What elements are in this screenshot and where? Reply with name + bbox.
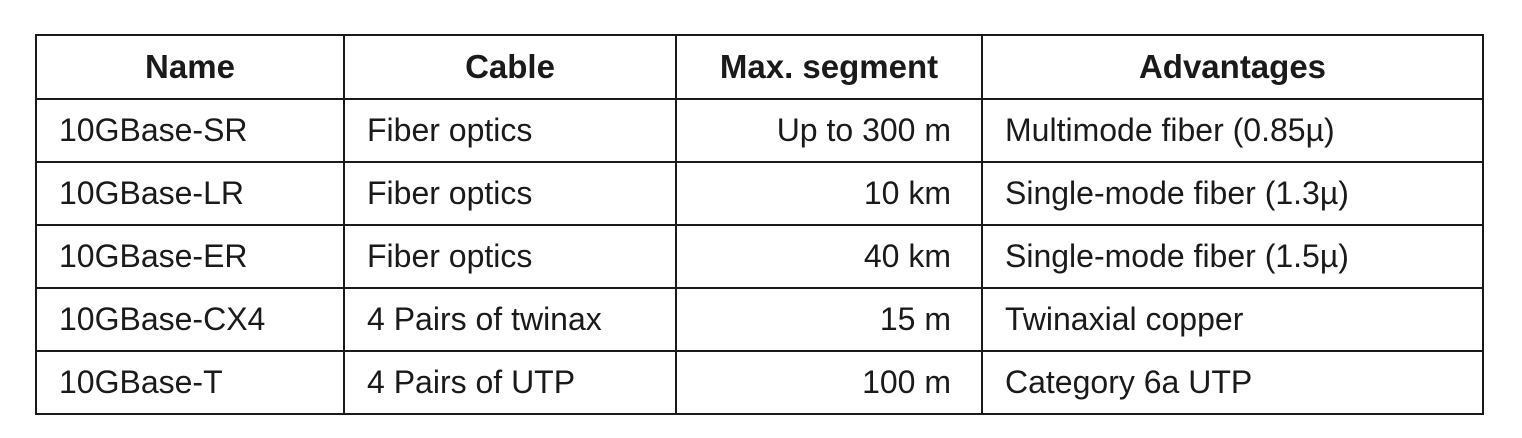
header-advantages: Advantages xyxy=(981,35,1484,100)
cell-advantages: Twinaxial copper xyxy=(981,287,1484,352)
table-header-row: Name Cable Max. segment Advantages xyxy=(35,35,1484,100)
cell-name: 10GBase-T xyxy=(35,350,345,415)
cell-name: 10GBase-ER xyxy=(35,224,345,289)
cell-cable: Fiber optics xyxy=(343,224,677,289)
ethernet-standards-table: Name Cable Max. segment Advantages 10GBa… xyxy=(35,34,1484,415)
cell-max-segment: Up to 300 m xyxy=(675,98,983,163)
cell-max-segment: 10 km xyxy=(675,161,983,226)
cell-cable: Fiber optics xyxy=(343,98,677,163)
cell-advantages: Single-mode fiber (1.5µ) xyxy=(981,224,1484,289)
cell-cable: 4 Pairs of twinax xyxy=(343,287,677,352)
cell-advantages: Category 6a UTP xyxy=(981,350,1484,415)
header-name: Name xyxy=(35,35,345,100)
table-row: 10GBase-ER Fiber optics 40 km Single-mod… xyxy=(35,224,1484,289)
table-row: 10GBase-LR Fiber optics 10 km Single-mod… xyxy=(35,161,1484,226)
header-cable: Cable xyxy=(343,35,677,100)
cell-max-segment: 40 km xyxy=(675,224,983,289)
cell-cable: 4 Pairs of UTP xyxy=(343,350,677,415)
cell-advantages: Single-mode fiber (1.3µ) xyxy=(981,161,1484,226)
header-max-segment: Max. segment xyxy=(675,35,983,100)
cell-name: 10GBase-CX4 xyxy=(35,287,345,352)
cell-max-segment: 100 m xyxy=(675,350,983,415)
table-row: 10GBase-CX4 4 Pairs of twinax 15 m Twina… xyxy=(35,287,1484,352)
cell-name: 10GBase-SR xyxy=(35,98,345,163)
cell-advantages: Multimode fiber (0.85µ) xyxy=(981,98,1484,163)
cell-cable: Fiber optics xyxy=(343,161,677,226)
table-row: 10GBase-T 4 Pairs of UTP 100 m Category … xyxy=(35,350,1484,415)
cell-name: 10GBase-LR xyxy=(35,161,345,226)
table-row: 10GBase-SR Fiber optics Up to 300 m Mult… xyxy=(35,98,1484,163)
cell-max-segment: 15 m xyxy=(675,287,983,352)
